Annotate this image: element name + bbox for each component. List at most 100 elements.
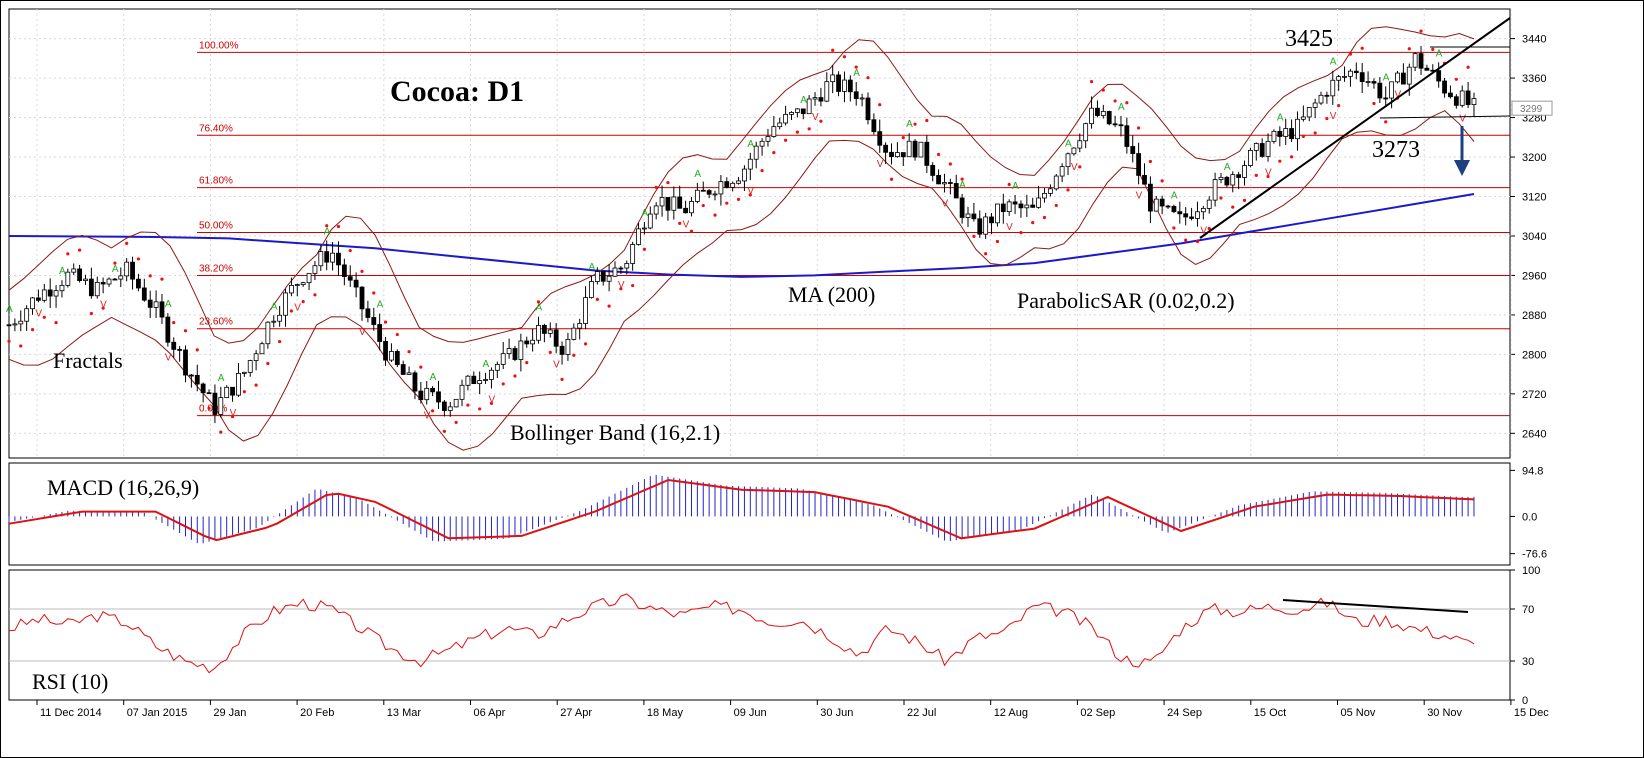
rsi-tick-label: 30 (1522, 656, 1534, 668)
sar-dot (748, 193, 752, 197)
candle-body (1265, 140, 1271, 157)
x-tick-label: 24 Sep (1167, 707, 1202, 719)
candle-body (718, 181, 724, 195)
candle-body (1030, 204, 1036, 208)
fractal-up-marker: A (59, 266, 66, 277)
candle-body (1453, 96, 1459, 106)
candle-body (365, 308, 371, 318)
sar-dot (925, 118, 929, 123)
candle-body (218, 397, 224, 415)
candle-body (694, 189, 700, 202)
support-line (1379, 115, 1511, 119)
fractal-up-marker: A (1277, 112, 1284, 123)
candle-body (400, 364, 406, 375)
candle-body (418, 390, 424, 401)
x-tick-label: 02 Sep (1080, 707, 1115, 719)
candle-body (1047, 188, 1053, 194)
sar-dot (960, 177, 964, 181)
candle-body (659, 197, 665, 207)
fractal-up-marker: A (483, 359, 490, 370)
candle-body (818, 97, 824, 102)
candle-body (1212, 179, 1218, 201)
candle-body (965, 213, 971, 218)
candle-body (1059, 166, 1065, 177)
ma200-line (8, 193, 1475, 278)
candle-body (1348, 70, 1353, 77)
candle-body (559, 345, 565, 355)
candle-body (1395, 72, 1400, 83)
candle-body (1000, 203, 1006, 213)
candle-body (94, 282, 100, 297)
candle-body (518, 340, 524, 360)
candle-body (1036, 197, 1042, 208)
candle-body (600, 271, 606, 282)
rsi-tick-label: 70 (1522, 604, 1534, 616)
candle-body (806, 98, 812, 115)
candle-body (865, 97, 871, 121)
candle-body (830, 74, 836, 83)
sar-dot (313, 293, 317, 297)
candle-body (930, 164, 936, 176)
sar-dot (1384, 120, 1388, 124)
sar-dot (525, 361, 529, 365)
candle-body (730, 182, 736, 188)
rsi-frame (8, 569, 1511, 701)
sar-dot (1360, 46, 1364, 50)
candle-body (1471, 98, 1477, 105)
fractal-down-marker: V (1071, 162, 1078, 173)
sar-dot (172, 321, 176, 325)
macd-tick-label: -76.6 (1522, 549, 1547, 561)
sar-dot (1125, 101, 1129, 105)
sar-dot (183, 329, 188, 333)
candle-body (1195, 211, 1200, 219)
ma-label: MA (200) (788, 282, 875, 307)
candle-body (1295, 118, 1300, 140)
sar-dot (736, 197, 741, 201)
sar-dot (548, 350, 552, 354)
sar-dot (1113, 99, 1117, 103)
sar-dot (1195, 239, 1200, 244)
sar-dot (501, 382, 505, 386)
candle-body (989, 216, 994, 224)
candle-body (1353, 70, 1359, 74)
sar-dot (1348, 52, 1353, 56)
fib-label: 76.40% (199, 123, 233, 134)
sar-dot (972, 234, 976, 238)
candle-body (753, 145, 759, 160)
sar-dot (489, 401, 494, 405)
sar-dot (1313, 131, 1317, 135)
candle-body (306, 272, 312, 284)
sar-dot (1372, 101, 1376, 106)
fractal-up-marker: A (906, 119, 913, 130)
candle-body (77, 268, 83, 281)
sar-dot (289, 309, 294, 313)
candle-body (794, 108, 800, 113)
candle-body (771, 126, 777, 137)
candle-body (1012, 201, 1018, 205)
candle-body (1248, 149, 1253, 166)
fractal-up-marker: A (1224, 162, 1231, 173)
candle-body (553, 329, 559, 347)
fractal-up-marker: A (324, 226, 331, 237)
candle-body (700, 189, 706, 192)
fractal-up-marker: A (694, 169, 701, 180)
candle-body (412, 372, 418, 392)
fractal-up-marker: A (1012, 181, 1019, 192)
sar-dot (984, 252, 988, 256)
candle-body (88, 278, 94, 297)
sar-dot (1325, 116, 1329, 121)
candle-body (389, 351, 394, 361)
sar-dot (1431, 47, 1435, 51)
fractal-up-marker: A (800, 95, 807, 106)
rsi-panel: 100 70 30 0 (8, 565, 1540, 707)
sar-dot (7, 339, 11, 343)
trendline-support (1199, 17, 1511, 239)
x-tick-label: 20 Feb (300, 707, 334, 719)
candle-body (1018, 203, 1024, 209)
candle-body (224, 386, 230, 398)
candle-body (236, 373, 241, 396)
candle-body (118, 275, 124, 280)
candle-body (53, 290, 59, 297)
sar-dot (1207, 226, 1211, 231)
